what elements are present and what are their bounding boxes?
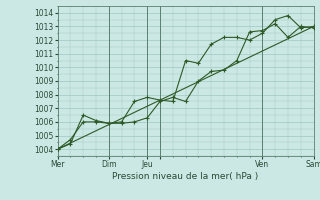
X-axis label: Pression niveau de la mer( hPa ): Pression niveau de la mer( hPa )	[112, 172, 259, 181]
